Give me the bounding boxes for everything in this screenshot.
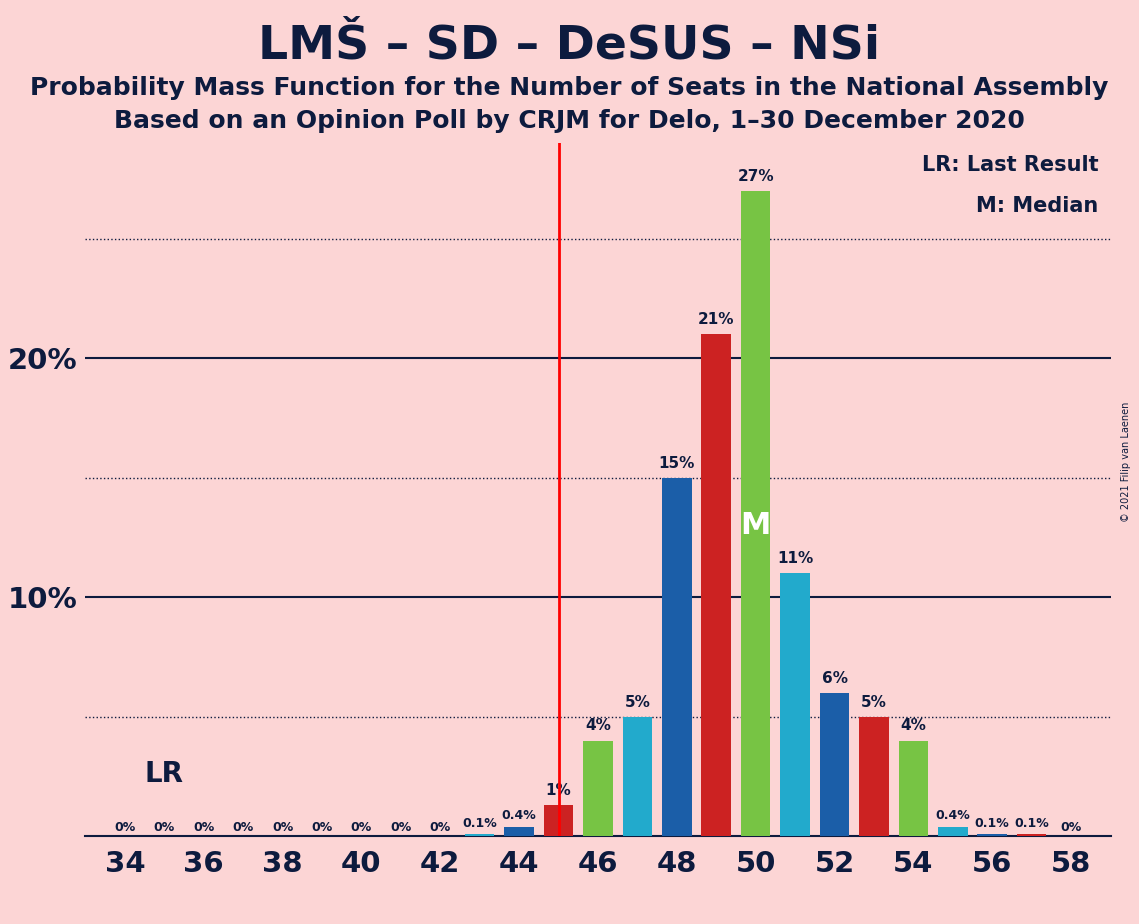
Text: 0%: 0% xyxy=(351,821,372,833)
Text: LR: Last Result: LR: Last Result xyxy=(923,155,1099,176)
Text: 5%: 5% xyxy=(861,695,887,710)
Text: M: Median: M: Median xyxy=(976,196,1099,216)
Bar xyxy=(583,741,613,836)
Bar xyxy=(820,693,850,836)
Text: 5%: 5% xyxy=(624,695,650,710)
Text: 0%: 0% xyxy=(232,821,254,833)
Text: 4%: 4% xyxy=(901,719,926,734)
Bar xyxy=(662,478,691,836)
Text: Probability Mass Function for the Number of Seats in the National Assembly: Probability Mass Function for the Number… xyxy=(31,76,1108,100)
Bar xyxy=(859,717,888,836)
Bar xyxy=(939,827,968,836)
Text: 0.1%: 0.1% xyxy=(462,817,497,831)
Text: 0.1%: 0.1% xyxy=(975,817,1009,831)
Text: LR: LR xyxy=(145,760,183,788)
Text: 0.4%: 0.4% xyxy=(502,808,536,821)
Text: 6%: 6% xyxy=(821,671,847,686)
Text: 4%: 4% xyxy=(585,719,611,734)
Text: 11%: 11% xyxy=(777,552,813,566)
Text: © 2021 Filip van Laenen: © 2021 Filip van Laenen xyxy=(1121,402,1131,522)
Text: 0%: 0% xyxy=(311,821,333,833)
Text: 0.4%: 0.4% xyxy=(935,808,970,821)
Bar xyxy=(702,334,731,836)
Text: 0%: 0% xyxy=(194,821,214,833)
Text: Based on an Opinion Poll by CRJM for Delo, 1–30 December 2020: Based on an Opinion Poll by CRJM for Del… xyxy=(114,109,1025,133)
Text: M: M xyxy=(740,511,771,540)
Bar xyxy=(623,717,653,836)
Bar xyxy=(780,574,810,836)
Text: 0%: 0% xyxy=(114,821,136,833)
Bar xyxy=(505,827,534,836)
Bar xyxy=(899,741,928,836)
Bar xyxy=(543,805,573,836)
Bar xyxy=(740,191,770,836)
Text: 0%: 0% xyxy=(154,821,175,833)
Text: LMŠ – SD – DeSUS – NSi: LMŠ – SD – DeSUS – NSi xyxy=(259,23,880,68)
Text: 0%: 0% xyxy=(391,821,411,833)
Text: 0%: 0% xyxy=(272,821,293,833)
Text: 27%: 27% xyxy=(737,169,775,184)
Text: 0%: 0% xyxy=(429,821,451,833)
Bar xyxy=(1017,833,1047,836)
Text: 1%: 1% xyxy=(546,783,572,798)
Bar xyxy=(465,833,494,836)
Text: 15%: 15% xyxy=(658,456,695,470)
Text: 21%: 21% xyxy=(698,312,735,327)
Text: 0%: 0% xyxy=(1060,821,1082,833)
Bar xyxy=(977,833,1007,836)
Text: 0.1%: 0.1% xyxy=(1015,817,1049,831)
